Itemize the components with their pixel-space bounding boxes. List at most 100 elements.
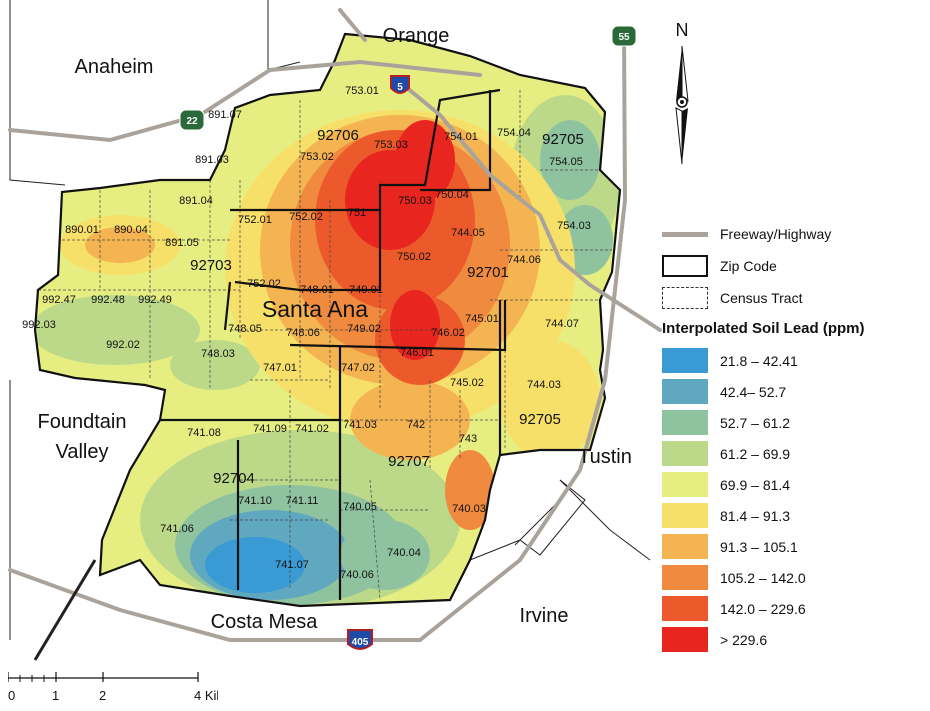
tract-label: 742 <box>407 419 425 431</box>
tract-label: 741.03 <box>343 419 377 431</box>
road-north <box>338 8 367 42</box>
city-irvine: Irvine <box>520 605 569 627</box>
legend-class-label: 81.4 – 91.3 <box>720 507 791 524</box>
tract-label: 741.02 <box>295 423 329 435</box>
tract-label: 891.05 <box>165 237 199 249</box>
tract-label: 752.01 <box>238 214 272 226</box>
city-orange: Orange <box>383 25 450 47</box>
scale-tick-2: 2 <box>99 688 106 703</box>
freeways <box>8 8 662 642</box>
scale-bar: 0 1 2 4 Kilometers <box>7 670 267 706</box>
zip-label-92706: 92706 <box>317 127 359 144</box>
legend-class-label: 105.2 – 142.0 <box>720 569 806 586</box>
tract-label: 743 <box>459 433 477 445</box>
tract-label: 891.03 <box>195 154 229 166</box>
tract-label: 754.04 <box>497 127 531 139</box>
tract-label: 744.03 <box>527 379 561 391</box>
scale-tick-4: 4 Kilometers <box>194 688 218 703</box>
legend-class-label: 52.7 – 61.2 <box>720 414 791 431</box>
tract-label: 992.47 <box>42 294 76 306</box>
legend-swatch <box>662 441 708 466</box>
tract-label: 745.02 <box>450 377 484 389</box>
legend-swatch <box>662 379 708 404</box>
zip-label-92707: 92707 <box>388 453 430 470</box>
tract-label: 740.06 <box>340 569 374 581</box>
tract-label: 749.01 <box>349 284 383 296</box>
legend-swatch <box>662 348 708 373</box>
zip-label-92705-south: 92705 <box>519 411 561 428</box>
legend-class-row: 42.4– 52.7 <box>662 376 930 407</box>
tract-label: 747.01 <box>263 362 297 374</box>
freeway-55 <box>418 33 628 642</box>
legend-class-label: 21.8 – 42.41 <box>720 352 798 369</box>
tract-label: 748.05 <box>228 323 262 335</box>
scale-tick-0: 0 <box>8 688 15 703</box>
legend-class-label: 42.4– 52.7 <box>720 383 787 400</box>
legend-zip-label: Zip Code <box>720 258 777 274</box>
tract-label: 740.05 <box>343 501 377 513</box>
sr55-shield: 55 <box>611 25 637 47</box>
legend-class-row: 52.7 – 61.2 <box>662 407 930 438</box>
legend-freeway-row: Freeway/Highway <box>662 218 930 250</box>
legend-swatch <box>662 627 708 652</box>
city-valley: Valley <box>56 441 109 463</box>
legend-class-row: 105.2 – 142.0 <box>662 562 930 593</box>
zip-label-92705-north: 92705 <box>542 131 584 148</box>
tract-label: 992.49 <box>138 294 172 306</box>
tract-label: 750.02 <box>397 251 431 263</box>
city-santa-ana: Santa Ana <box>262 296 368 322</box>
freeway-22 <box>8 59 482 143</box>
north-label: N <box>676 20 689 40</box>
zip-symbol <box>662 255 708 277</box>
sr55-label: 55 <box>618 32 630 43</box>
freeway-symbol <box>662 231 708 237</box>
tract-label: 750.03 <box>398 195 432 207</box>
freeway-i5 <box>393 76 662 332</box>
sr22-shield: 22 <box>179 109 205 131</box>
legend-class-row: 142.0 – 229.6 <box>662 593 930 624</box>
legend-class-label: 61.2 – 69.9 <box>720 445 791 462</box>
tract-label: 890.01 <box>65 224 99 236</box>
zip-label-92704: 92704 <box>213 470 255 487</box>
north-arrow-icon: N <box>675 20 689 165</box>
legend-class-row: 21.8 – 42.41 <box>662 345 930 376</box>
tract-label: 745.01 <box>465 313 499 325</box>
tract-label: 750.04 <box>435 189 469 201</box>
city-tustin: Tustin <box>578 446 632 468</box>
tract-label: 746.01 <box>400 347 434 359</box>
legend-tract-label: Census Tract <box>720 290 803 306</box>
legend-swatch <box>662 534 708 559</box>
zip-label-92701: 92701 <box>467 264 509 281</box>
tract-label: 751 <box>348 207 366 219</box>
i405-label: 405 <box>352 637 369 648</box>
map-legend: Freeway/Highway Zip Code Census Tract In… <box>662 218 930 655</box>
santa-ana-boundary <box>33 32 622 608</box>
tract-label: 741.09 <box>253 423 287 435</box>
tract-symbol <box>662 287 708 309</box>
tract-label: 741.06 <box>160 523 194 535</box>
tract-label: 992.48 <box>91 294 125 306</box>
tract-label: 754.03 <box>557 220 591 232</box>
legend-class-list: 21.8 – 42.41 42.4– 52.7 52.7 – 61.2 61.2 – … <box>662 345 930 655</box>
city-foundtain: Foundtain <box>38 411 127 433</box>
tract-label: 744.07 <box>545 318 579 330</box>
tract-label: 890.04 <box>114 224 148 236</box>
tract-label: 753.01 <box>345 85 379 97</box>
tract-label: 741.11 <box>286 495 319 507</box>
tract-label: 740.03 <box>452 503 486 515</box>
tract-label: 754.05 <box>549 156 583 168</box>
zip-boundaries <box>160 88 507 600</box>
legend-class-label: 69.9 – 81.4 <box>720 476 791 493</box>
i405-shield: 405 <box>347 629 373 650</box>
city-costa-mesa: Costa Mesa <box>211 611 319 633</box>
tract-label: 741.08 <box>187 427 221 439</box>
legend-class-row: > 229.6 <box>662 624 930 655</box>
tract-label: 744.06 <box>507 254 541 266</box>
legend-class-label: > 229.6 <box>720 631 768 648</box>
legend-zip-row: Zip Code <box>662 250 930 282</box>
legend-class-row: 91.3 – 105.1 <box>662 531 930 562</box>
freeway-405 <box>8 568 422 642</box>
i5-shield: 5 <box>390 75 410 94</box>
legend-class-row: 61.2 – 69.9 <box>662 438 930 469</box>
